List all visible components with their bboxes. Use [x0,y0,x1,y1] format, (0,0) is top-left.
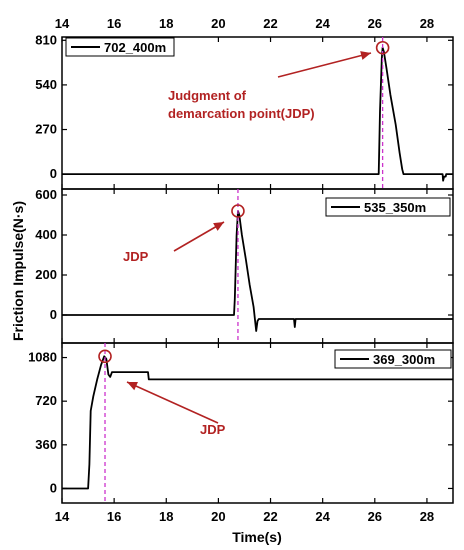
legend-label: 369_300m [373,352,435,367]
annotation-arrow [126,381,219,424]
legend-label: 702_400m [104,40,166,55]
y-tick-label: 600 [35,187,57,202]
x-tick-label-top: 20 [211,16,225,31]
y-tick-label: 200 [35,267,57,282]
x-tick-label: 24 [315,509,330,524]
jdp-marker [231,204,245,218]
annotation-text: JDP [200,422,226,437]
panel-1: 0 270 540 810 702_400m Judgment of demarcation… [35,32,454,190]
x-tick-label-top: 26 [368,16,382,31]
y-tick-label: 0 [50,307,57,322]
y-tick-label: 720 [35,393,57,408]
y-tick-label: 270 [35,122,57,137]
x-tick-label: 26 [368,509,382,524]
arrow-head [360,51,371,60]
y-tick-label: 0 [50,480,57,495]
x-tick-label-top: 16 [107,16,121,31]
arrow-shaft [126,381,219,424]
arrow-head [213,222,224,231]
annotation-text: Judgment of [168,88,247,103]
annotation-text: demarcation point(JDP) [168,106,315,121]
y-tick-label: 400 [35,227,57,242]
annotation-arrow [173,221,225,252]
legend-box [65,37,175,57]
x-tick-label-top: 14 [55,16,70,31]
panel-3: 0 360 720 1080 369_300m JDP [28,342,454,504]
y-tick-label: 810 [35,32,57,47]
panel-frame [61,342,454,504]
annotation-arrow [277,51,372,78]
jdp-marker [98,349,112,364]
arrow-shaft [277,52,372,78]
series-line [62,210,453,332]
annotation-text: JDP [123,249,149,264]
panels-layer: 0 270 540 810 702_400m Judgment of demarcation… [28,32,454,504]
y-tick-label: 360 [35,437,57,452]
panel-2: 0 200 400 600 535_350m JDP [35,187,454,344]
y-axis-title: Friction Impulse(N·s) [10,201,26,341]
x-tick-label: 28 [420,509,434,524]
x-tick-label-top: 18 [159,16,173,31]
x-tick-label-top: 24 [315,16,330,31]
x-tick-label-top: 22 [263,16,277,31]
jdp-marker [375,40,390,55]
x-tick-label: 20 [211,509,225,524]
y-tick-label: 1080 [28,350,57,365]
x-tick-label-top: 28 [420,16,434,31]
x-tick-label: 22 [263,509,277,524]
y-tick-label: 0 [50,166,57,181]
x-axis-title: Time(s) [232,529,282,545]
y-tick-label: 540 [35,77,57,92]
legend-box [325,197,451,217]
legend-box [334,349,452,369]
x-axis: 14 14 16 16 18 18 20 20 22 22 24 24 26 26 28 28 [55,16,434,524]
x-tick-label: 16 [107,509,121,524]
x-tick-label: 14 [55,509,70,524]
legend-label: 535_350m [364,200,426,215]
arrow-head [127,382,138,391]
series-line [62,46,453,182]
x-tick-label: 18 [159,509,173,524]
series-line [62,355,453,490]
